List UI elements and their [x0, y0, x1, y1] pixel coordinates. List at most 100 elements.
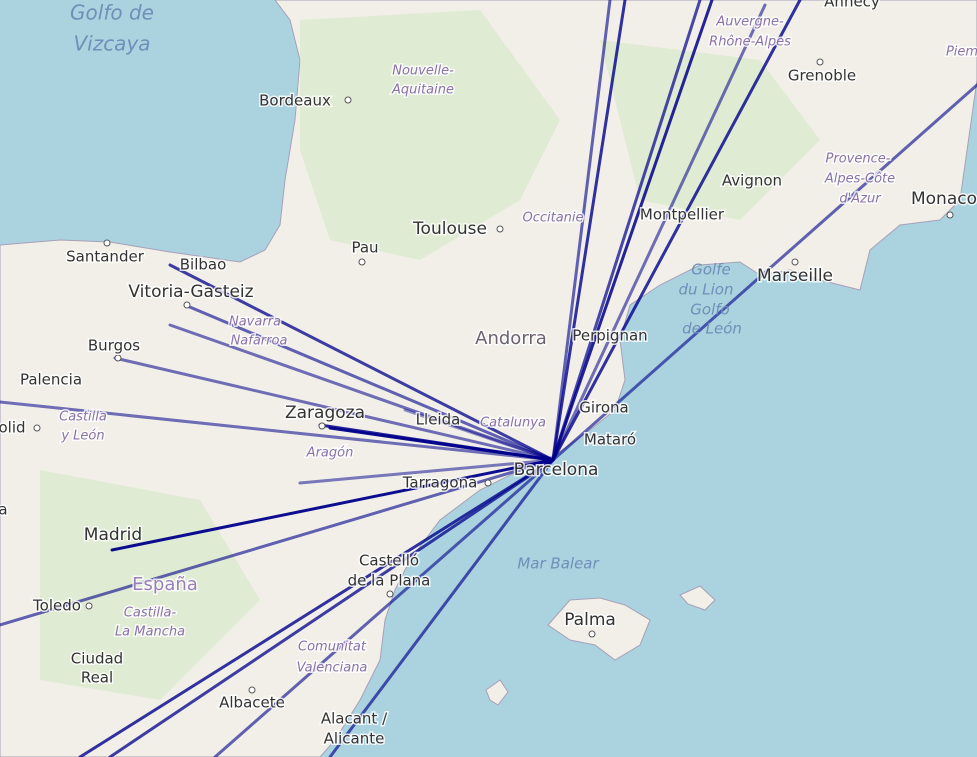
- place-label: Catalunya: [480, 416, 546, 431]
- route: [328, 458, 555, 757]
- place-label: Zaragoza: [285, 403, 365, 423]
- place-label: Andorra: [475, 328, 547, 349]
- route: [0, 458, 555, 627]
- route: [551, 0, 612, 462]
- place-label: Castilla: [59, 410, 107, 425]
- place-label: Golfo de: [70, 1, 154, 25]
- place-label: Navarra: [229, 315, 281, 330]
- place-label: Aquitaine: [391, 83, 454, 98]
- place-dot: [816, 58, 824, 66]
- place-label: Auvergne-: [715, 15, 784, 30]
- place-label: Real: [81, 669, 113, 687]
- place-label: Alpes-Côte: [824, 172, 895, 187]
- place-label: Bilbao: [180, 256, 227, 274]
- place-label: Pau: [351, 239, 378, 257]
- place-label: Grenoble: [788, 67, 856, 85]
- island-ibiza: [485, 679, 509, 706]
- place-dot: [358, 258, 366, 266]
- place-dot: [318, 422, 326, 430]
- route: [113, 356, 555, 462]
- place-label: Palma: [564, 610, 616, 630]
- route: [551, 0, 702, 462]
- vegetation: [40, 10, 820, 700]
- place-label: Alacant /: [321, 710, 388, 728]
- place-label: Golfe: [691, 261, 730, 279]
- place-label: Valenciana: [297, 661, 368, 676]
- place-label: Castelló: [359, 552, 419, 570]
- place-dot: [386, 590, 394, 598]
- route: [78, 458, 555, 757]
- place-label: Monaco: [911, 189, 977, 209]
- route: [298, 458, 555, 485]
- place-label: Vitoria-Gasteiz: [128, 282, 253, 302]
- place-label: olid: [0, 419, 26, 437]
- route: [168, 263, 555, 462]
- place-label: Nouvelle-: [392, 64, 454, 79]
- place-label: Ciudad: [71, 650, 123, 668]
- place-label: Golfo: [690, 301, 729, 319]
- place-dot: [791, 258, 799, 266]
- place-dot: [588, 630, 596, 638]
- route: [551, 0, 627, 462]
- place-dot: [103, 239, 111, 247]
- island-mallorca: [547, 597, 651, 661]
- place-label: España: [132, 574, 198, 595]
- place-label: Occitanie: [522, 211, 583, 226]
- route: [0, 400, 555, 462]
- place-dot: [496, 225, 504, 233]
- place-dot: [183, 301, 191, 309]
- place-label: Marseille: [757, 266, 833, 286]
- place-label: Toulouse: [412, 219, 487, 239]
- place-label: Alicante: [324, 730, 385, 748]
- route: [551, 0, 802, 462]
- route: [213, 458, 555, 757]
- place-dot: [114, 354, 122, 362]
- place-dot: [344, 96, 352, 104]
- place-label: Comunitat: [298, 640, 367, 655]
- route: [108, 458, 555, 757]
- route: [110, 458, 555, 552]
- place-label: Palencia: [20, 371, 82, 389]
- place-label: Burgos: [88, 337, 140, 355]
- place-label: de la Plana: [348, 572, 431, 590]
- place-label: Albacete: [219, 694, 285, 712]
- place-dot: [248, 686, 256, 694]
- place-label: Toledo: [32, 597, 81, 615]
- place-label: Santander: [66, 248, 145, 266]
- route: [168, 323, 555, 462]
- place-label: Lleida: [416, 411, 461, 429]
- place-label: de León: [682, 320, 742, 338]
- route: [551, 0, 714, 462]
- place-label: La Mancha: [115, 625, 185, 640]
- route: [551, 83, 977, 462]
- place-label: Aragón: [306, 446, 354, 461]
- place-dot: [85, 602, 93, 610]
- place-label: d'Azur: [839, 192, 882, 207]
- place-label: du Lion: [678, 281, 733, 299]
- place-label: a: [0, 501, 8, 519]
- place-label: Piem: [946, 45, 977, 60]
- place-label: Rhône-Alpes: [709, 35, 791, 50]
- route: [551, 3, 767, 462]
- place-dot: [484, 479, 492, 487]
- place-label: Girona: [579, 399, 629, 417]
- place-label: Vizcaya: [73, 32, 150, 56]
- place-label: Annecy: [824, 0, 880, 11]
- place-label: y León: [60, 429, 104, 444]
- route: [183, 303, 555, 462]
- place-label: Perpignan: [572, 327, 647, 345]
- route: [328, 426, 555, 462]
- place-label: Mar Balear: [517, 555, 599, 573]
- place-label: Montpellier: [640, 206, 725, 224]
- place-label: Madrid: [84, 525, 142, 545]
- place-dot: [33, 424, 41, 432]
- place-label: Barcelona: [514, 460, 599, 480]
- place-label: Mataró: [584, 431, 636, 449]
- place-label: Provence-: [826, 152, 891, 167]
- place-dot: [946, 211, 954, 219]
- place-label: Bordeaux: [259, 92, 331, 110]
- island-menorca: [679, 585, 716, 611]
